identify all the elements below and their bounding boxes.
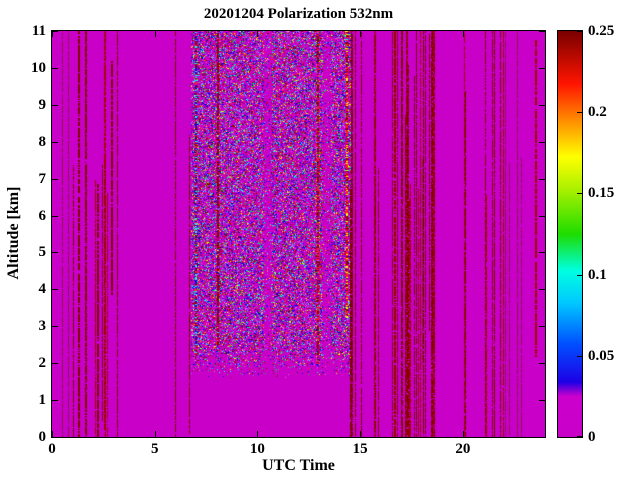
y-tick-mark-right (539, 67, 545, 69)
y-tick-mark (52, 31, 58, 32)
x-tick-label: 10 (249, 441, 265, 457)
y-tick-label: 1 (38, 392, 47, 409)
y-tick-mark (52, 178, 58, 180)
y-tick-mark (52, 67, 58, 69)
x-tick-mark (52, 431, 53, 437)
y-tick-label: 6 (38, 207, 47, 224)
y-tick-mark-right (539, 178, 545, 180)
y-tick-mark-right (539, 31, 545, 32)
y-tick-label: 2 (38, 355, 47, 372)
y-tick-mark-right (539, 437, 545, 438)
y-tick-mark (52, 252, 58, 254)
colorbar-tick-label: 0.1 (588, 266, 607, 283)
x-tick-mark-top (154, 31, 156, 37)
y-tick-mark (52, 289, 58, 291)
colorbar-tick-label: 0.25 (588, 23, 615, 39)
x-tick-mark (257, 431, 259, 437)
colorbar-tick-label: 0.15 (588, 185, 615, 202)
y-tick-mark (52, 215, 58, 217)
x-tick-mark-top (257, 31, 259, 37)
y-tick-mark-right (539, 215, 545, 217)
colorbar-tick-mark (577, 112, 582, 114)
x-tick-mark-top (360, 31, 362, 37)
x-tick-label: 15 (352, 441, 368, 457)
x-tick-mark-top (52, 31, 53, 37)
y-tick-mark (52, 400, 58, 402)
y-tick-mark-right (539, 141, 545, 143)
y-tick-mark-right (539, 400, 545, 402)
y-tick-label: 9 (38, 96, 47, 113)
y-tick-mark-right (539, 104, 545, 106)
colorbar-tick-mark (577, 436, 582, 437)
colorbar-tick-mark (577, 31, 582, 32)
x-tick-mark (154, 431, 156, 437)
heatmap-canvas (52, 31, 545, 437)
x-tick-mark (360, 431, 362, 437)
colorbar-tick-mark (577, 355, 582, 357)
y-tick-label: 10 (31, 59, 46, 76)
x-tick-mark-top (462, 31, 464, 37)
x-tick-label: 5 (150, 441, 159, 457)
y-tick-mark-right (539, 289, 545, 291)
colorbar-tick-mark (577, 193, 582, 195)
y-tick-mark-right (539, 326, 545, 328)
y-axis-label: Altitude [km] (5, 186, 22, 280)
colorbar-tick-mark (577, 274, 582, 276)
x-axis-label: UTC Time (262, 457, 335, 474)
y-tick-label: 3 (38, 318, 47, 335)
chart-title: 20201204 Polarization 532nm (203, 6, 394, 22)
x-tick-label: 0 (48, 441, 56, 457)
y-tick-label: 11 (31, 23, 46, 39)
plot-area (51, 30, 546, 438)
colorbar (557, 30, 583, 438)
colorbar-tick-label: 0.2 (588, 104, 607, 121)
y-tick-mark (52, 363, 58, 365)
x-tick-mark (462, 431, 464, 437)
y-tick-mark (52, 141, 58, 143)
y-tick-mark (52, 104, 58, 106)
y-tick-mark (52, 437, 58, 438)
y-tick-label: 4 (38, 281, 47, 298)
y-tick-label: 0 (38, 429, 47, 445)
y-tick-label: 7 (38, 170, 47, 187)
x-tick-label: 20 (455, 441, 471, 457)
colorbar-tick-label: 0.05 (588, 347, 615, 364)
colorbar-gradient (558, 31, 582, 437)
y-tick-label: 8 (38, 133, 47, 150)
y-tick-mark-right (539, 363, 545, 365)
y-tick-mark (52, 326, 58, 328)
y-tick-mark-right (539, 252, 545, 254)
colorbar-tick-label: 0 (588, 429, 596, 445)
y-tick-label: 5 (38, 244, 47, 261)
